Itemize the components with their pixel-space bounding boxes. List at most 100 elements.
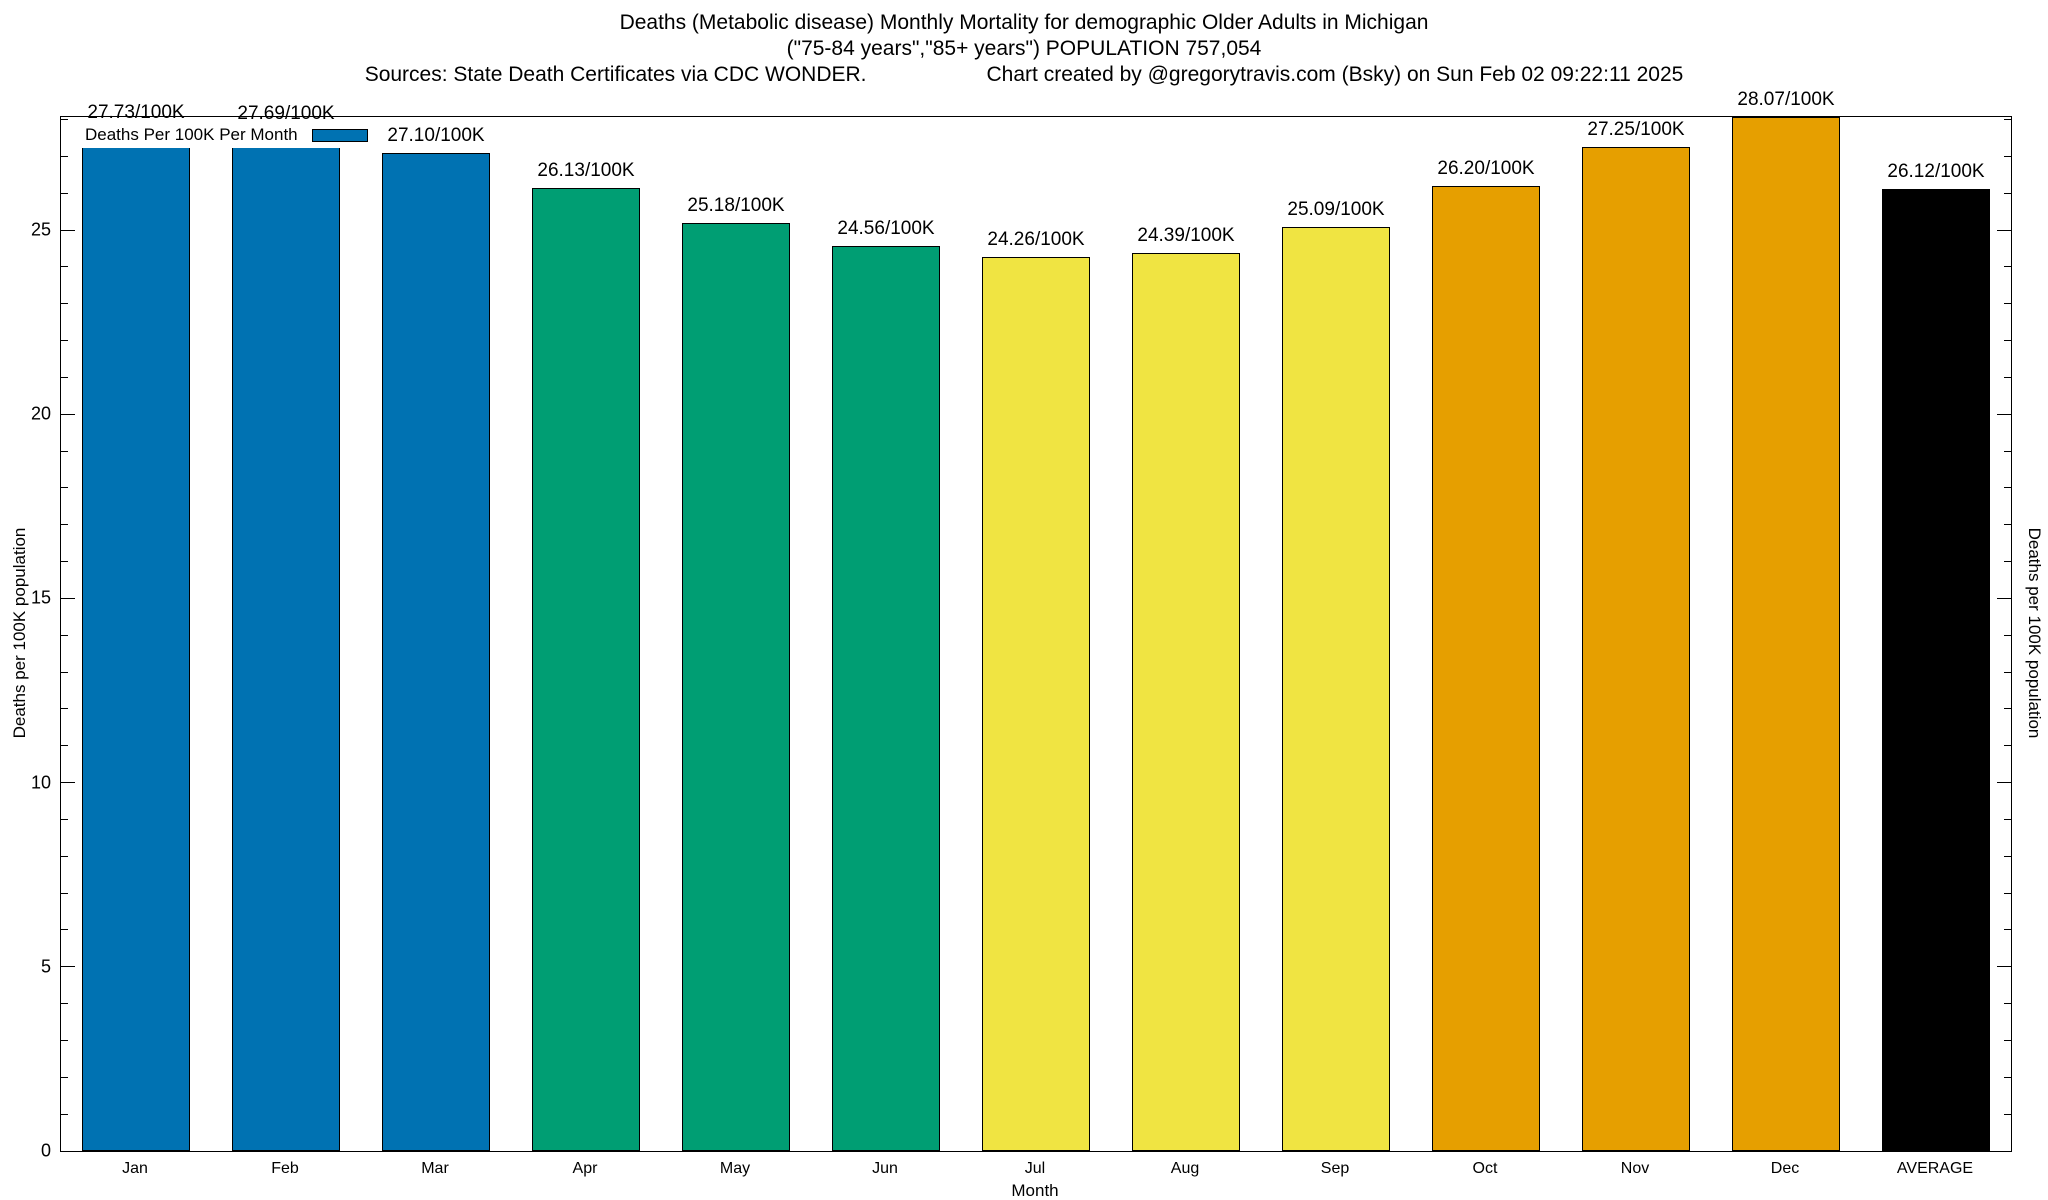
y-tick-label: 0 [40, 1140, 51, 1161]
x-tick-label-nov: Nov [1620, 1160, 1650, 1177]
chart-source-note: Sources: State Death Certificates via CD… [364, 63, 867, 86]
y-major-tick [1997, 413, 2011, 415]
bar-value-label: 25.18/100K [687, 195, 785, 217]
y-major-tick [61, 966, 75, 968]
bar-slot-jul: 24.26/100K [961, 117, 1111, 1151]
x-tick-label-average: AVERAGE [1896, 1160, 1974, 1177]
y-minor-tick [61, 929, 68, 931]
y-minor-tick [2004, 818, 2011, 820]
y-minor-tick [2004, 1113, 2011, 1115]
bar-slot-aug: 24.39/100K [1111, 117, 1261, 1151]
y-major-tick [61, 597, 75, 599]
bar-value-label: 26.20/100K [1437, 157, 1535, 179]
bar-value-label: 27.73/100K [87, 101, 185, 123]
bar-value-label: 25.09/100K [1287, 198, 1385, 220]
y-minor-tick [61, 192, 68, 194]
y-minor-tick [61, 671, 68, 673]
chart-header: Deaths (Metabolic disease) Monthly Morta… [0, 10, 2048, 88]
y-minor-tick [2004, 266, 2011, 268]
bar-value-label: 24.26/100K [987, 229, 1085, 251]
bar-oct [1432, 185, 1540, 1151]
bar-value-label: 26.12/100K [1887, 160, 1985, 182]
bar-dec [1732, 117, 1840, 1151]
y-minor-tick [2004, 340, 2011, 342]
x-tick-label-may: May [719, 1160, 751, 1177]
y-minor-tick [2004, 708, 2011, 710]
y-major-tick [1997, 229, 2011, 231]
x-tick-label-jul: Jul [1024, 1160, 1046, 1177]
plot-area: Deaths Per 100K Per Month 27.73/100K 27.6… [31, 89, 2012, 1161]
y-minor-tick [61, 266, 68, 268]
bar-slot-jun: 24.56/100K [811, 117, 961, 1151]
y-minor-tick [2004, 450, 2011, 452]
x-tick-label-jan: Jan [122, 1160, 148, 1177]
legend-label: Deaths Per 100K Per Month [85, 125, 298, 144]
y-minor-tick [61, 745, 68, 747]
y-minor-tick [61, 855, 68, 857]
x-tick-label-feb: Feb [271, 1160, 299, 1177]
chart-subtitle: ("75-84 years","85+ years") POPULATION 7… [786, 37, 1262, 60]
legend-swatch [311, 128, 368, 142]
y-major-tick [61, 413, 75, 415]
bar-value-label: 24.56/100K [837, 218, 935, 240]
y-minor-tick [61, 561, 68, 563]
x-tick-label-apr: Apr [572, 1160, 598, 1177]
y-minor-tick [61, 524, 68, 526]
chart-title: Deaths (Metabolic disease) Monthly Morta… [619, 11, 1429, 34]
y-major-tick [61, 229, 75, 231]
y-minor-tick [2004, 1039, 2011, 1041]
bar-slot-jan: 27.73/100K [61, 102, 211, 1151]
bar-slot-mar: 27.10/100K [361, 117, 511, 1151]
bar-value-label: 24.39/100K [1137, 224, 1235, 246]
y-minor-tick [61, 487, 68, 489]
x-tick-label-dec: Dec [1770, 1160, 1800, 1177]
bar-apr [532, 188, 640, 1151]
y-minor-tick [2004, 303, 2011, 305]
bar-slot-may: 25.18/100K [661, 117, 811, 1151]
y-minor-tick [2004, 855, 2011, 857]
x-tick-labels: Jan Feb Mar Apr May Jun Jul Aug Sep Oct Nov Dec AVER… [60, 1160, 2010, 1178]
bar-value-label: 27.25/100K [1587, 119, 1685, 141]
x-tick-label-aug: Aug [1170, 1160, 1200, 1177]
bar-slot-sep: 25.09/100K [1261, 117, 1411, 1151]
bar-feb [232, 131, 340, 1151]
y-minor-tick [2004, 561, 2011, 563]
bar-jul [982, 257, 1090, 1151]
bar-jan [82, 129, 190, 1151]
y-minor-tick [2004, 376, 2011, 378]
y-minor-tick [61, 708, 68, 710]
bar-may [682, 223, 790, 1151]
bar-average [1882, 188, 1990, 1151]
y-major-tick [1997, 966, 2011, 968]
y-tick-label: 10 [30, 772, 51, 793]
bar-value-label: 26.13/100K [537, 160, 635, 182]
bar-sep [1282, 226, 1390, 1151]
y-minor-tick [2004, 1003, 2011, 1005]
bar-value-label: 27.10/100K [387, 124, 485, 146]
y-minor-tick [2004, 892, 2011, 894]
y-minor-tick [61, 1039, 68, 1041]
legend: Deaths Per 100K Per Month [63, 122, 380, 148]
y-minor-tick [61, 303, 68, 305]
bar-slot-feb: 27.69/100K [211, 103, 361, 1151]
bar-slot-average: 26.12/100K [1861, 117, 2011, 1151]
y-minor-tick [2004, 929, 2011, 931]
y-minor-tick [61, 1003, 68, 1005]
bar-jun [832, 246, 940, 1151]
y-major-tick [1997, 782, 2011, 784]
y-axis-label-right: Deaths per 100K population [2025, 527, 2044, 739]
y-minor-tick [2004, 671, 2011, 673]
y-tick-label: 20 [30, 403, 51, 424]
y-major-tick [61, 1150, 75, 1152]
x-tick-label-jun: Jun [872, 1160, 898, 1177]
bar-aug [1132, 252, 1240, 1151]
y-minor-tick [2004, 155, 2011, 157]
y-minor-tick [61, 155, 68, 157]
y-minor-tick [61, 340, 68, 342]
bar-value-label: 27.69/100K [237, 103, 335, 124]
bar-nov [1582, 147, 1690, 1151]
y-minor-tick [2004, 119, 2011, 121]
y-major-tick [1997, 597, 2011, 599]
y-tick-label: 5 [40, 956, 51, 977]
bar-slot-dec: 28.07/100K [1711, 89, 1861, 1151]
